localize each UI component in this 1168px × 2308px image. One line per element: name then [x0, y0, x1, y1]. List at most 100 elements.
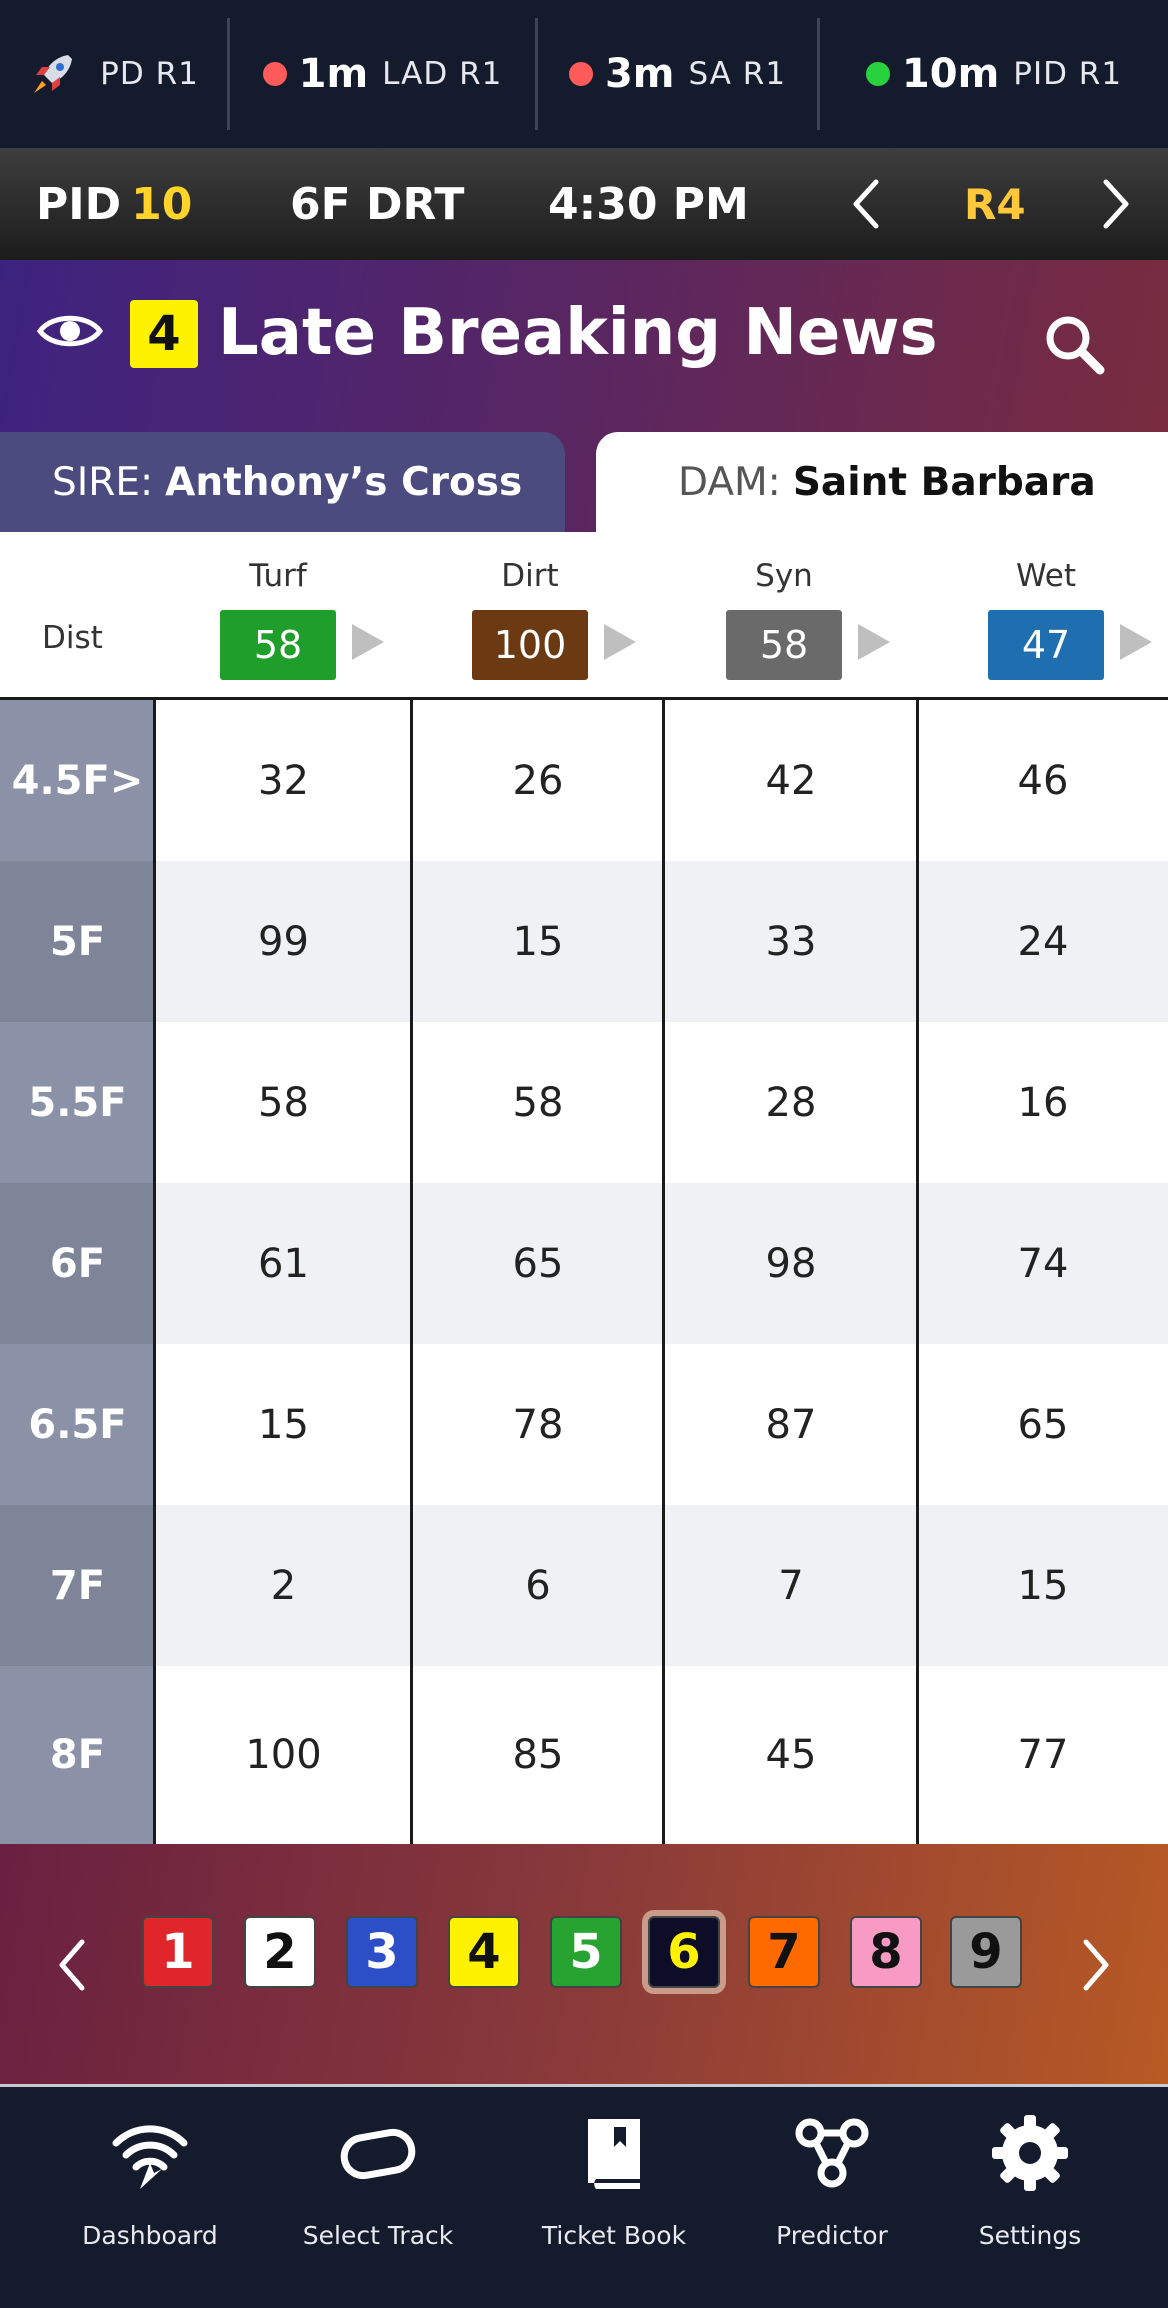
distance-surface-grid: 4.5F> 32 26 42 46 5F 99 15 33 24 5.5F 58…	[0, 700, 1168, 1844]
next-race-chevron-icon[interactable]	[1096, 176, 1136, 232]
status-time: 10m	[901, 51, 1000, 97]
distance-cell: 4.5F>	[0, 700, 155, 861]
sire-name: Anthony’s Cross	[165, 459, 523, 505]
race-status-bar: PD R1 1m LAD R1 3m SA R1 10m PID R1	[0, 0, 1168, 148]
dam-label: DAM:	[678, 459, 781, 505]
race-number: 10	[131, 178, 193, 230]
status-dot	[262, 62, 287, 86]
surface-dirt: Dirt 100	[470, 532, 670, 700]
status-label: PID R1	[1013, 56, 1123, 92]
play-icon[interactable]	[602, 622, 638, 662]
dirt-cell: 85	[512, 1732, 564, 1778]
status-time: 3m	[604, 51, 675, 97]
previous-race-chevron-icon[interactable]	[846, 176, 886, 232]
table-row: 5.5F 58 58 28 16	[0, 1022, 1168, 1183]
program-number-4[interactable]: 4	[448, 1916, 520, 1988]
program-number-6-selected[interactable]: 6	[648, 1916, 720, 1988]
dirt-cell: 78	[512, 1401, 564, 1448]
tab-sire[interactable]: SIRE: Anthony’s Cross	[0, 432, 565, 532]
program-number-7[interactable]: 7	[748, 1916, 820, 1988]
table-row: 5F 99 15 33 24	[0, 861, 1168, 1022]
distance-cell: 6.5F	[0, 1344, 155, 1505]
search-icon[interactable]	[1040, 310, 1110, 380]
table-row: 8F 100 85 45 77	[0, 1666, 1168, 1844]
race-info-bar: PID 10 6F DRT 4:30 PM R4	[0, 148, 1168, 260]
horse-name: Late Breaking News	[218, 296, 938, 370]
gear-icon	[992, 2115, 1068, 2191]
play-icon[interactable]	[856, 622, 892, 662]
nav-label: Predictor	[776, 2221, 888, 2250]
turf-cell: 61	[258, 1240, 309, 1287]
program-number-5[interactable]: 5	[550, 1916, 622, 1988]
wet-cell: 74	[1017, 1240, 1069, 1287]
next-horse-chevron-icon[interactable]	[1076, 1936, 1116, 1994]
wet-cell: 15	[1017, 1562, 1069, 1609]
syn-cell: 45	[765, 1732, 817, 1778]
wet-cell: 65	[1017, 1401, 1069, 1448]
race-label[interactable]: R4	[964, 179, 1026, 229]
track-race: PID 10	[36, 179, 192, 230]
nav-label: Settings	[978, 2221, 1082, 2250]
turf-cell: 99	[258, 918, 309, 965]
status-label: PD R1	[100, 56, 199, 92]
program-number-1[interactable]: 1	[142, 1916, 214, 1988]
eye-icon[interactable]	[36, 308, 104, 354]
distance-cell: 5F	[0, 861, 155, 1022]
track-oval-icon	[340, 2128, 416, 2180]
status-item-pid[interactable]: 10m PID R1	[820, 18, 1168, 130]
wet-cell: 16	[1017, 1079, 1069, 1126]
distance-cell: 6F	[0, 1183, 155, 1344]
program-number-3[interactable]: 3	[346, 1916, 418, 1988]
nav-dashboard[interactable]: Dashboard	[50, 2113, 250, 2293]
wet-cell: 24	[1017, 918, 1069, 965]
tab-dam[interactable]: DAM: Saint Barbara	[596, 432, 1168, 532]
syn-cell: 98	[765, 1240, 817, 1287]
distance-cell: 8F	[0, 1666, 155, 1844]
play-icon[interactable]	[350, 622, 386, 662]
nav-predictor[interactable]: Predictor	[732, 2113, 932, 2293]
track-code: PID	[36, 178, 122, 230]
turf-cell: 15	[258, 1401, 309, 1448]
rocket-icon	[34, 55, 73, 93]
nav-settings[interactable]: Settings	[930, 2113, 1130, 2293]
program-number-9[interactable]: 9	[950, 1916, 1022, 1988]
status-dot	[865, 62, 890, 86]
status-label: LAD R1	[382, 56, 503, 92]
status-item-sa[interactable]: 3m SA R1	[538, 18, 820, 130]
dirt-cell: 65	[512, 1240, 564, 1287]
table-row: 6.5F 15 78 87 65	[0, 1344, 1168, 1505]
table-row: 7F 2 6 7 15	[0, 1505, 1168, 1666]
nav-label: Dashboard	[82, 2221, 218, 2250]
dirt-cell: 6	[525, 1562, 551, 1609]
surface-header: Dist Turf 58 Dirt 100 Syn 58 Wet 47	[0, 532, 1168, 700]
book-icon	[588, 2119, 640, 2189]
play-icon[interactable]	[1118, 622, 1154, 662]
status-item-pd[interactable]: PD R1	[0, 18, 230, 130]
previous-horse-chevron-icon[interactable]	[52, 1936, 92, 1994]
syn-cell: 28	[765, 1079, 817, 1126]
turf-cell: 100	[245, 1732, 322, 1778]
status-item-lad[interactable]: 1m LAD R1	[230, 18, 538, 130]
nav-select-track[interactable]: Select Track	[278, 2113, 478, 2293]
nav-label: Ticket Book	[541, 2221, 687, 2250]
program-number-badge: 4	[130, 300, 198, 368]
nav-ticket-book[interactable]: Ticket Book	[514, 2113, 714, 2293]
distance-cell: 7F	[0, 1505, 155, 1666]
program-number-2[interactable]: 2	[244, 1916, 316, 1988]
sire-label: SIRE:	[52, 459, 154, 505]
syn-cell: 42	[765, 757, 817, 804]
surface-name: Wet	[1015, 558, 1077, 594]
horse-header: 4 Late Breaking News SIRE: Anthony’s Cros…	[0, 260, 1168, 532]
program-number-selector: 1 2 3 4 5 6 7 8 9	[0, 1844, 1168, 2084]
surface-rating-badge: 58	[220, 610, 336, 680]
column-divider	[410, 700, 413, 1844]
status-dot	[568, 62, 593, 86]
status-time: 1m	[298, 51, 369, 97]
surface-name: Syn	[755, 558, 813, 594]
dist-column-label: Dist	[42, 620, 103, 656]
wet-cell: 77	[1017, 1732, 1069, 1778]
status-label: SA R1	[688, 56, 787, 92]
column-divider	[916, 700, 919, 1844]
surface-turf: Turf 58	[218, 532, 418, 700]
program-number-8[interactable]: 8	[850, 1916, 922, 1988]
